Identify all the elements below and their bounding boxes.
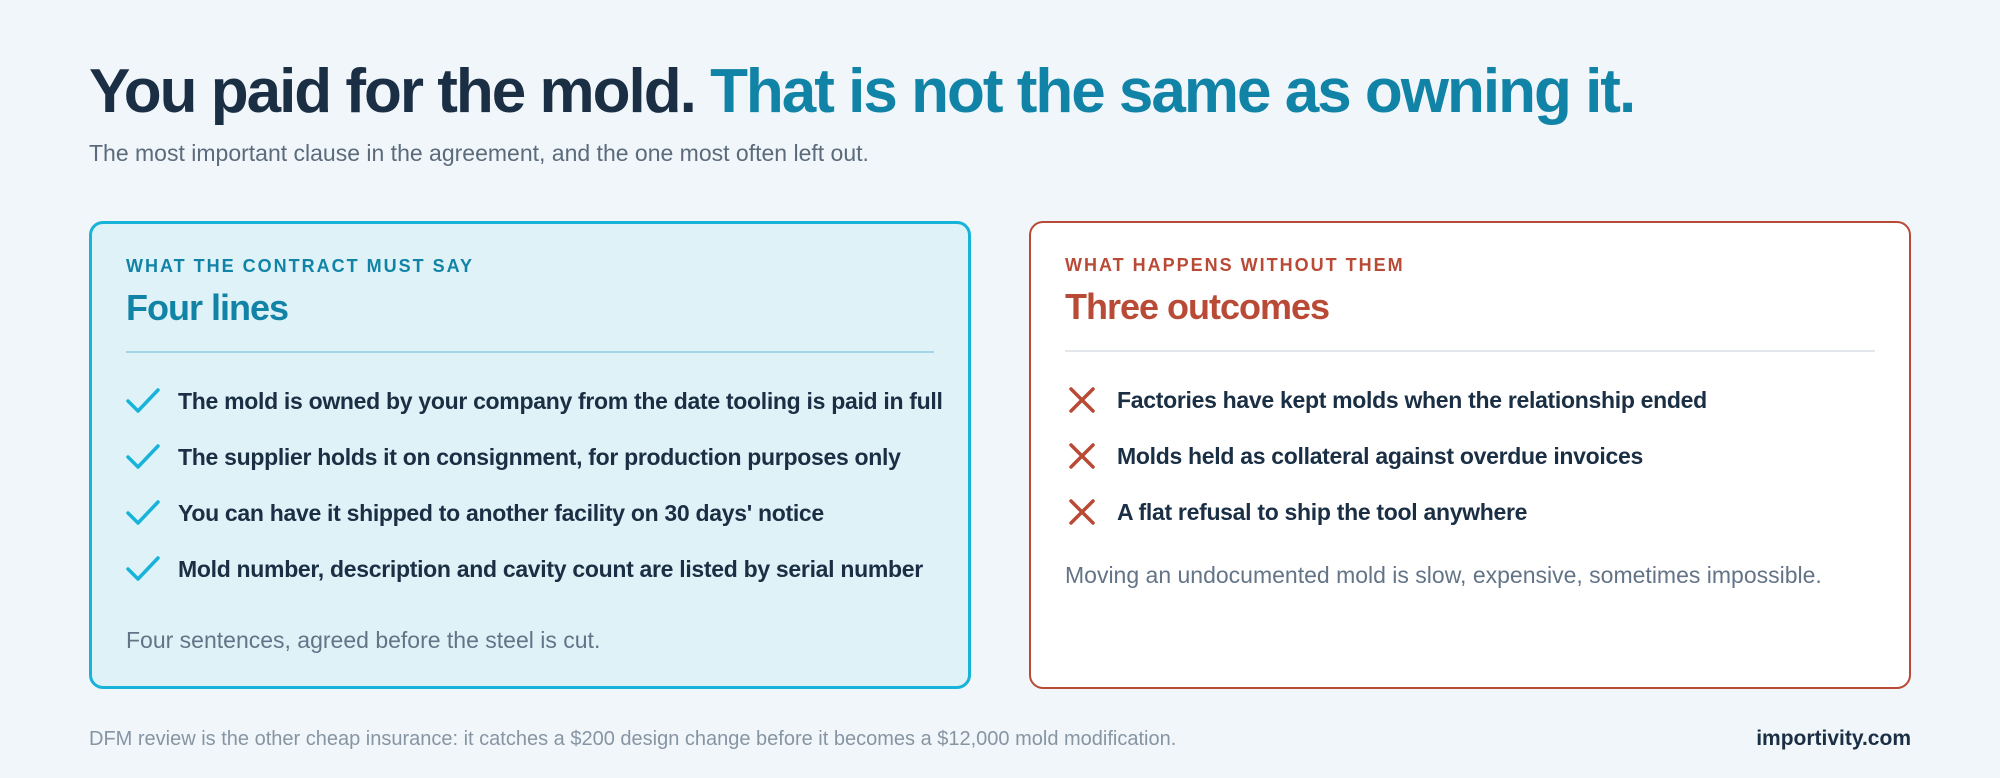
check-icon [126, 444, 160, 469]
right-card-note: Moving an undocumented mold is slow, exp… [1065, 562, 1822, 588]
headline-part-2: That is not the same as owning it. [710, 57, 1636, 126]
footer-note: DFM review is the other cheap insurance:… [89, 728, 1177, 750]
left-card-divider [126, 351, 934, 353]
outcomes-list: Factories have kept molds when the relat… [1065, 372, 1875, 540]
list-item-text: The mold is owned by your company from t… [178, 387, 943, 414]
left-card-note: Four sentences, agreed before the steel … [126, 627, 601, 653]
list-item: You can have it shipped to another facil… [126, 485, 934, 541]
right-card-title: Three outcomes [1065, 286, 1330, 327]
list-item-text: Factories have kept molds when the relat… [1117, 386, 1707, 413]
list-item: Mold number, description and cavity coun… [126, 541, 934, 597]
list-item-text: Mold number, description and cavity coun… [178, 555, 923, 582]
headline: You paid for the mold. That is not the s… [89, 56, 1636, 128]
consequences-card: WHAT HAPPENS WITHOUT THEM Three outcomes… [1029, 221, 1911, 689]
check-icon [126, 388, 160, 413]
list-item-text: A flat refusal to ship the tool anywhere [1117, 498, 1528, 525]
cross-icon [1069, 443, 1095, 469]
requirements-list: The mold is owned by your company from t… [126, 373, 943, 597]
subtitle: The most important clause in the agreeme… [89, 140, 869, 166]
right-card-eyebrow: WHAT HAPPENS WITHOUT THEM [1065, 255, 1405, 275]
list-item: Factories have kept molds when the relat… [1065, 372, 1875, 428]
list-item-text: You can have it shipped to another facil… [178, 499, 824, 526]
list-item: The supplier holds it on consignment, fo… [126, 429, 934, 485]
list-item: Molds held as collateral against overdue… [1065, 428, 1875, 484]
cross-icon [1069, 387, 1095, 413]
right-card-divider [1065, 350, 1875, 352]
list-item-text: The supplier holds it on consignment, fo… [178, 443, 901, 470]
cross-icon [1069, 499, 1095, 525]
list-item: The mold is owned by your company from t… [126, 373, 943, 429]
list-item: A flat refusal to ship the tool anywhere [1065, 484, 1875, 540]
check-icon [126, 500, 160, 525]
check-icon [126, 556, 160, 581]
left-card-eyebrow: WHAT THE CONTRACT MUST SAY [126, 256, 474, 276]
headline-part-1: You paid for the mold. [89, 57, 697, 126]
list-item-text: Molds held as collateral against overdue… [1117, 442, 1643, 469]
contract-requirements-card: WHAT THE CONTRACT MUST SAY Four lines Th… [89, 221, 971, 689]
left-card-title: Four lines [126, 287, 289, 328]
brand-link[interactable]: importivity.com [1756, 727, 1911, 750]
